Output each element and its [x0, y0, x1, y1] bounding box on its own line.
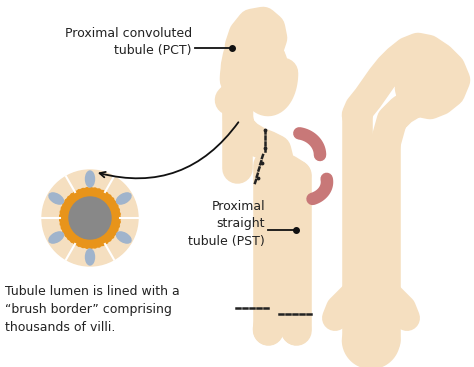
Ellipse shape [117, 232, 131, 243]
Text: Proximal
straight
tubule (PST): Proximal straight tubule (PST) [188, 200, 265, 247]
Circle shape [42, 170, 138, 266]
Text: Proximal convoluted
tubule (PCT): Proximal convoluted tubule (PCT) [65, 27, 192, 57]
Ellipse shape [117, 193, 131, 204]
Circle shape [258, 147, 294, 183]
Ellipse shape [85, 249, 94, 265]
Circle shape [60, 188, 120, 248]
Circle shape [69, 197, 111, 239]
Ellipse shape [85, 171, 94, 187]
Ellipse shape [49, 232, 64, 243]
Ellipse shape [49, 193, 64, 204]
Text: Tubule lumen is lined with a
“brush border” comprising
thousands of villi.: Tubule lumen is lined with a “brush bord… [5, 285, 180, 334]
